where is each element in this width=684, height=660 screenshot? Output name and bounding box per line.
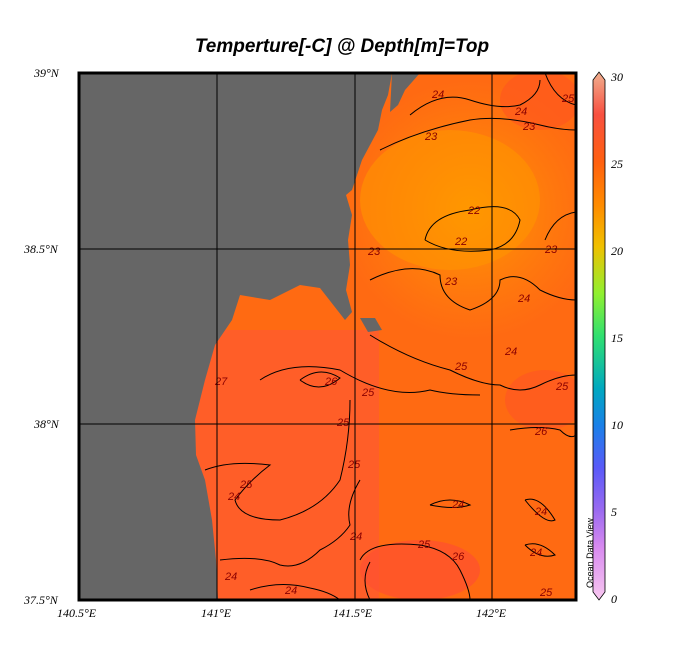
contour-label: 25: [454, 361, 468, 373]
contour-label: 26: [451, 551, 465, 563]
contour-label: 25: [336, 417, 350, 429]
contour-label: 25: [347, 459, 361, 471]
colorbar-tick: 20: [611, 244, 623, 258]
contour-label: 27: [214, 376, 228, 388]
contour-label: 24: [504, 346, 517, 358]
map-frame: [77, 71, 578, 602]
colorbar-tick: 15: [611, 331, 623, 345]
contour-label: 25: [361, 387, 375, 399]
contour-label: 24: [451, 499, 464, 511]
lon-label: 141.5°E: [333, 606, 373, 620]
contour-label: 24: [224, 571, 237, 583]
lat-label: 39°N: [34, 66, 59, 80]
contour-label: 25: [561, 93, 575, 105]
contour-label: 24: [431, 89, 444, 101]
colorbar-tick: 25: [611, 157, 623, 171]
lon-label: 142°E: [476, 606, 507, 620]
contour-label: 26: [324, 376, 338, 388]
contour-label: 24: [529, 547, 542, 559]
lon-label: 140.5°E: [57, 606, 97, 620]
contour-label: 22: [467, 205, 480, 217]
lon-label: 141°E: [201, 606, 232, 620]
contour-label: 23: [424, 131, 438, 143]
odv-watermark: Ocean Data View: [585, 518, 595, 588]
contour-label: 22: [454, 236, 467, 248]
colorbar-tick: 10: [611, 418, 623, 432]
contour-label: 25: [239, 479, 253, 491]
colorbar-tick: 5: [611, 505, 617, 519]
contour-label: 25: [539, 587, 553, 599]
contour-label: 23: [444, 276, 458, 288]
contour-label: 23: [522, 121, 536, 133]
contour-label: 24: [227, 491, 240, 503]
contour-label: 26: [534, 426, 548, 438]
contour-label: 25: [417, 539, 431, 551]
contour-label: 23: [544, 244, 558, 256]
lat-label: 37.5°N: [24, 593, 58, 607]
lat-label: 38.5°N: [24, 242, 58, 256]
land-mass: [79, 73, 392, 600]
contour-labels: 24 23 24 23 25 22 22 23 23 23 24 24 25 2…: [214, 89, 575, 599]
colorbar-tick: 30: [611, 70, 623, 84]
map-title: Temperture[-C] @ Depth[m]=Top: [194, 36, 490, 57]
contour-lines: [204, 73, 576, 600]
contour-label: 23: [367, 246, 381, 258]
colorbar-tick: 0: [611, 592, 617, 606]
lat-label: 38°N: [34, 417, 59, 431]
contour-label: 24: [517, 293, 530, 305]
contour-label: 24: [514, 106, 527, 118]
contour-label: 24: [284, 585, 297, 597]
contour-label: 25: [555, 381, 569, 393]
contour-label: 24: [349, 531, 362, 543]
colorbar: [592, 71, 606, 601]
graticule: [79, 73, 576, 600]
contour-label: 24: [534, 506, 547, 518]
